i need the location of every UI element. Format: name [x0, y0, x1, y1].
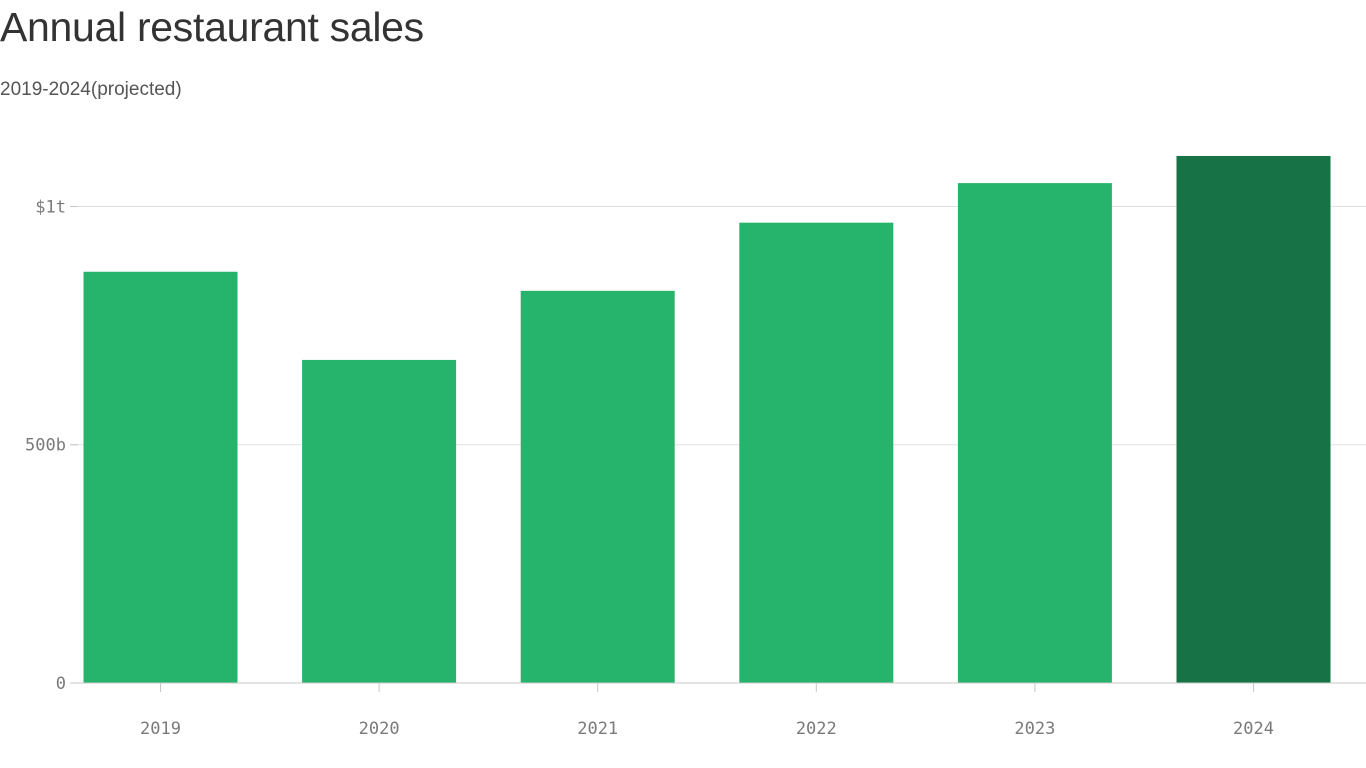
x-tick-label: 2020 — [359, 719, 400, 739]
bar-2023 — [957, 183, 1112, 683]
y-tick-label: $1t — [35, 197, 66, 217]
x-tick-label: 2021 — [577, 719, 618, 739]
bar-2021 — [520, 290, 675, 683]
x-tick-label: 2019 — [140, 719, 181, 739]
bar-2022 — [739, 222, 894, 683]
x-tick-label: 2024 — [1233, 719, 1274, 739]
x-tick-label: 2023 — [1014, 719, 1055, 739]
chart-subtitle: 2019-2024(projected) — [0, 79, 182, 100]
chart-title: Annual restaurant sales — [0, 4, 424, 50]
x-tick-label: 2022 — [796, 719, 837, 739]
bar-2020 — [302, 359, 457, 683]
y-tick-label: 500b — [25, 436, 66, 456]
bar-2019 — [83, 271, 238, 683]
y-tick-label: 0 — [56, 674, 66, 694]
bar-2024 — [1176, 155, 1331, 684]
